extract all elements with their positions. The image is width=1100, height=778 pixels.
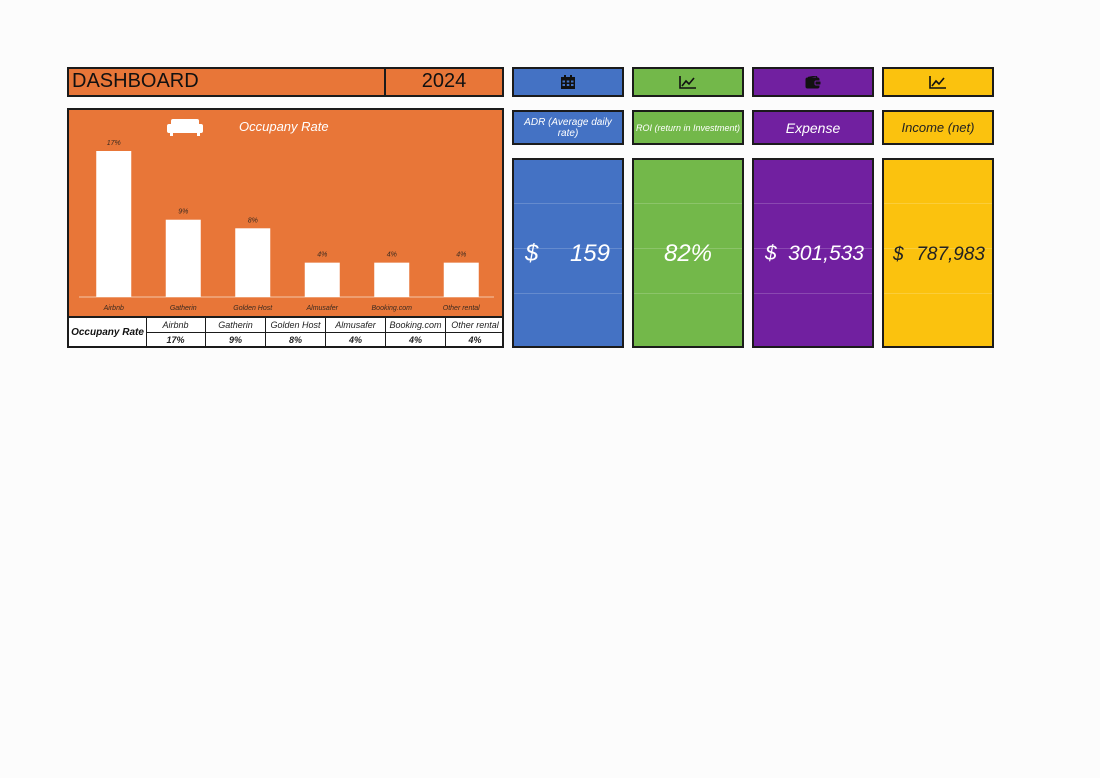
income-currency: $ <box>893 244 904 265</box>
table-divider <box>146 332 502 333</box>
table-row-header: Occupany Rate <box>69 318 147 346</box>
occupancy-bar-chart: 17% Airbnb 9% Gatherin 8% Golden Host 4% Almusa… <box>79 140 494 312</box>
income-label: Income (net) <box>901 120 975 135</box>
wallet-icon <box>805 75 821 88</box>
occupancy-chart-panel: Occupany Rate 17% Airbnb 9% Gatherin 8% Golde… <box>67 108 504 318</box>
table-value-cell: 9% <box>206 333 266 347</box>
occupancy-data-table: Occupany Rate Airbnb 17% Gatherin 9% Golden … <box>67 318 504 348</box>
year-label: 2024 <box>421 70 467 92</box>
income-value-box: $ 787,983 <box>882 158 994 348</box>
expense-value-box: $ 301,533 <box>752 158 874 348</box>
table-header-cell: Gatherin <box>206 318 266 332</box>
roi-value-box: 82% <box>632 158 744 348</box>
table-header-cell: Other rental <box>451 320 499 330</box>
table-value-cell: 17% <box>146 333 206 347</box>
category-label: Booking.com <box>372 305 413 312</box>
table-value-cell: 4% <box>386 333 446 347</box>
expense-currency: $ <box>765 242 777 265</box>
title-bar: DASHBOARD 2024 <box>67 67 504 97</box>
adr-value-box: $ 159 <box>512 158 624 348</box>
data-label: 4% <box>456 252 466 259</box>
table-header-cell: Almusafer <box>326 318 386 332</box>
bar <box>96 151 132 297</box>
income-value: 787,983 <box>916 244 985 265</box>
adr-value: 159 <box>569 240 610 267</box>
adr-label: ADR (Average daily rate) <box>524 116 612 139</box>
bar <box>165 219 201 297</box>
trend-chart-icon <box>679 76 696 89</box>
table-header-cell: Airbnb <box>146 318 206 332</box>
adr-currency: $ <box>525 240 539 267</box>
roi-icon-box <box>632 67 744 97</box>
title-divider <box>384 69 386 95</box>
chart-title: Occupany Rate <box>239 119 329 134</box>
data-label: 8% <box>248 217 258 224</box>
table-value-cell: 4% <box>468 335 482 345</box>
calendar-icon <box>561 74 575 89</box>
expense-label: Expense <box>785 119 841 136</box>
expense-icon-box <box>752 67 874 97</box>
category-label: Golden Host <box>233 305 273 312</box>
bar <box>443 262 479 297</box>
table-header-cell: Booking.com <box>386 318 446 332</box>
bar <box>235 228 271 297</box>
trend-chart-icon <box>929 76 946 89</box>
category-label: Airbnb <box>103 305 124 312</box>
roi-label: ROI (return in Investment) <box>635 122 741 133</box>
data-label: 4% <box>317 252 327 259</box>
table-header-cell: Golden Host <box>266 318 326 332</box>
sofa-icon <box>167 119 203 136</box>
roi-label-box: ROI (return in Investment) <box>632 110 744 145</box>
income-label-box: Income (net) <box>882 110 994 145</box>
data-label: 4% <box>387 252 397 259</box>
category-label: Almusafer <box>305 305 338 312</box>
expense-label-box: Expense <box>752 110 874 145</box>
income-icon-box <box>882 67 994 97</box>
adr-icon-box <box>512 67 624 97</box>
table-value-cell: 4% <box>326 333 386 347</box>
bar <box>304 262 340 297</box>
category-label: Gatherin <box>170 305 197 312</box>
adr-label-box: ADR (Average daily rate) <box>512 110 624 145</box>
dashboard-title: DASHBOARD <box>72 70 199 92</box>
roi-value: 82% <box>663 240 713 267</box>
bar <box>374 262 410 297</box>
category-label: Other rental <box>443 305 480 312</box>
expense-value: 301,533 <box>788 242 864 265</box>
data-label: 17% <box>107 140 121 147</box>
table-value-cell: 8% <box>266 333 326 347</box>
data-label: 9% <box>178 209 188 216</box>
